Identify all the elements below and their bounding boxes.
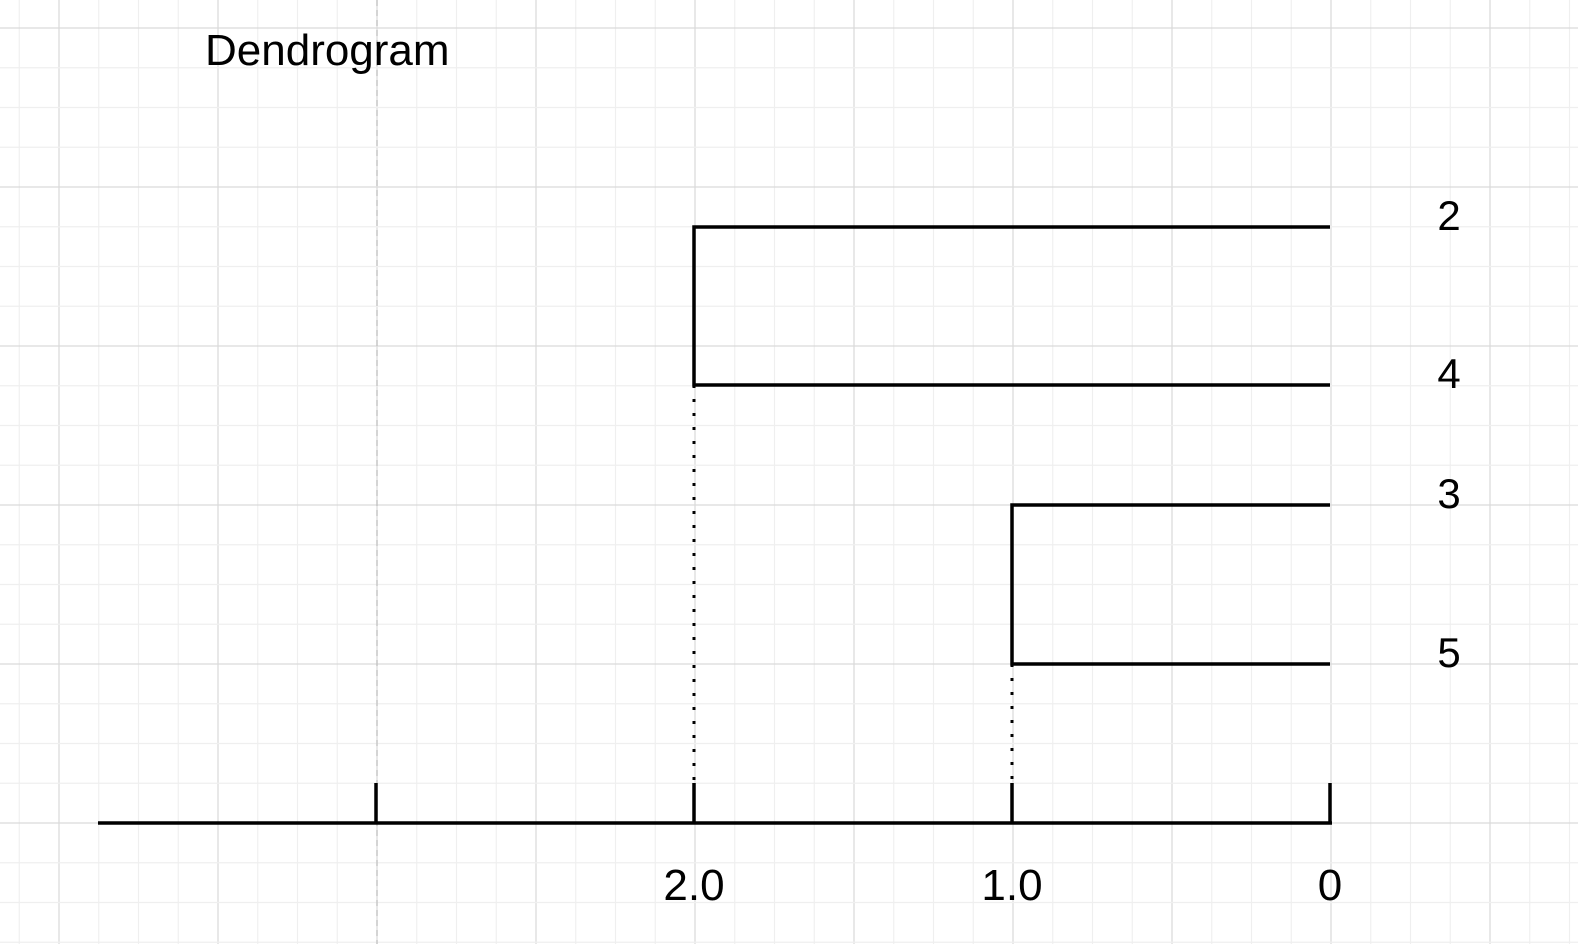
dendrogram-links	[692, 225, 1330, 666]
axis-tick-label: 0	[1318, 861, 1342, 910]
axis-tick-label: 1.0	[981, 861, 1042, 910]
leaf-label: 5	[1437, 629, 1460, 676]
dotted-height-connectors	[692, 385, 1014, 823]
distance-axis: 2.0 1.0 0	[98, 783, 1342, 910]
leaf-label: 3	[1437, 470, 1460, 517]
leaf-label: 2	[1437, 192, 1460, 239]
leaf-labels: 2 4 3 5	[1437, 192, 1460, 676]
leaf-label: 4	[1437, 350, 1460, 397]
diagram-title: Dendrogram	[205, 26, 450, 75]
dendrogram-link	[1010, 503, 1330, 666]
dendrogram-link	[692, 225, 1330, 387]
axis-tick-label: 2.0	[663, 861, 724, 910]
